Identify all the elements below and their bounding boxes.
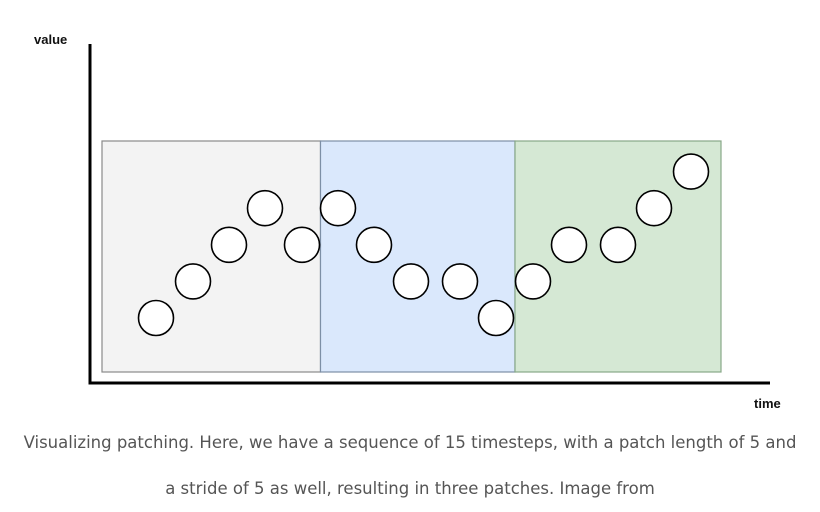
timestep-point-6 <box>319 189 357 227</box>
timestep-point-1 <box>137 299 175 337</box>
timestep-point-4 <box>246 189 284 227</box>
timestep-point-10 <box>477 299 515 337</box>
figure-caption: Visualizing patching. Here, we have a se… <box>0 420 820 512</box>
timestep-point-7 <box>355 226 393 264</box>
caption-line-1: Visualizing patching. Here, we have a se… <box>23 433 797 452</box>
timestep-point-11 <box>514 263 552 300</box>
timestep-point-15 <box>672 153 710 190</box>
timestep-point-14 <box>635 189 673 227</box>
caption-line-2: a stride of 5 as well, resulting in thre… <box>165 479 655 498</box>
patch-box-2 <box>319 140 516 373</box>
x-axis-label: time <box>754 396 781 411</box>
y-axis-label: value <box>34 32 67 47</box>
timestep-point-2 <box>174 263 212 300</box>
patch-box-1 <box>101 140 322 373</box>
timestep-point-5 <box>283 226 321 264</box>
timestep-points <box>137 153 710 337</box>
axes: value time <box>34 32 781 411</box>
timestep-point-9 <box>441 263 479 300</box>
timestep-point-12 <box>550 226 588 264</box>
timestep-point-8 <box>392 263 430 300</box>
timestep-point-13 <box>599 226 637 264</box>
patching-diagram: value time <box>34 32 781 411</box>
timestep-point-3 <box>210 226 248 264</box>
